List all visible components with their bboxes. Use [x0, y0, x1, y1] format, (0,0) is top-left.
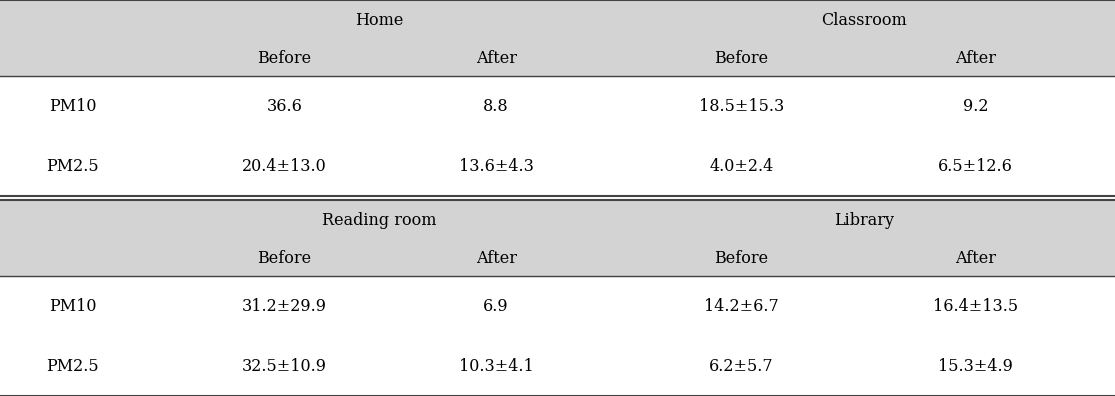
Text: PM10: PM10: [49, 298, 96, 315]
Bar: [0, 0, 1115, 40]
Text: 6.5±12.6: 6.5±12.6: [938, 158, 1014, 175]
Text: PM10: PM10: [49, 98, 96, 115]
Text: Library: Library: [834, 211, 894, 228]
Text: 10.3±4.1: 10.3±4.1: [458, 358, 534, 375]
Text: After: After: [476, 250, 516, 267]
Text: 16.4±13.5: 16.4±13.5: [933, 298, 1018, 315]
Text: 4.0±2.4: 4.0±2.4: [709, 158, 774, 175]
Text: 15.3±4.9: 15.3±4.9: [938, 358, 1014, 375]
Text: Before: Before: [715, 250, 768, 267]
Text: After: After: [956, 50, 996, 67]
Text: 6.2±5.7: 6.2±5.7: [709, 358, 774, 375]
Text: Before: Before: [715, 50, 768, 67]
Text: After: After: [956, 250, 996, 267]
Text: 14.2±6.7: 14.2±6.7: [704, 298, 779, 315]
Text: Home: Home: [355, 11, 404, 29]
Bar: [0, 240, 1115, 276]
Text: PM2.5: PM2.5: [46, 158, 99, 175]
Text: Classroom: Classroom: [822, 11, 906, 29]
Text: 9.2: 9.2: [963, 98, 988, 115]
Text: Reading room: Reading room: [322, 211, 436, 228]
Text: 32.5±10.9: 32.5±10.9: [242, 358, 327, 375]
Text: Before: Before: [258, 250, 311, 267]
Text: 18.5±15.3: 18.5±15.3: [699, 98, 784, 115]
Bar: [0, 40, 1115, 76]
Text: 20.4±13.0: 20.4±13.0: [242, 158, 327, 175]
Text: 31.2±29.9: 31.2±29.9: [242, 298, 327, 315]
Text: PM2.5: PM2.5: [46, 358, 99, 375]
Text: 8.8: 8.8: [484, 98, 508, 115]
Text: 6.9: 6.9: [484, 298, 508, 315]
Text: Before: Before: [258, 50, 311, 67]
Text: 13.6±4.3: 13.6±4.3: [458, 158, 534, 175]
Text: After: After: [476, 50, 516, 67]
Text: 36.6: 36.6: [266, 98, 302, 115]
Bar: [0, 200, 1115, 240]
